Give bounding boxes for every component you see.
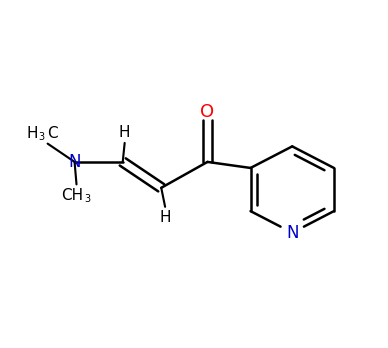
Text: H: H	[159, 209, 171, 225]
Text: O: O	[201, 103, 215, 121]
Text: 3: 3	[84, 194, 90, 204]
Text: C: C	[48, 126, 58, 141]
Text: H: H	[119, 125, 130, 140]
Text: N: N	[68, 153, 81, 171]
Text: CH: CH	[61, 188, 83, 203]
Text: 3: 3	[38, 132, 45, 142]
Text: N: N	[286, 224, 298, 242]
Text: H: H	[26, 126, 38, 141]
